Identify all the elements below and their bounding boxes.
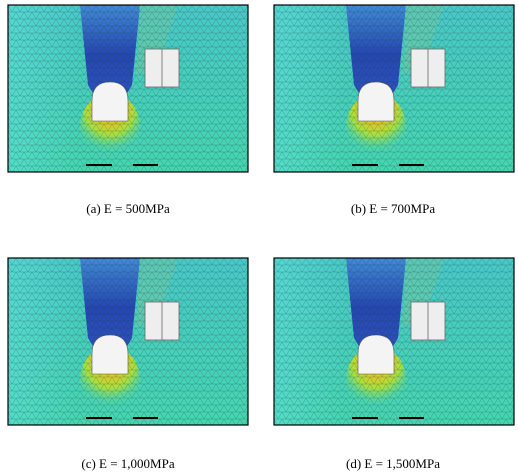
caption: (a) E = 500MPa [86, 201, 170, 216]
mesh [274, 5, 514, 172]
mesh [8, 5, 248, 172]
tunnel [92, 335, 128, 374]
tunnel [358, 335, 394, 374]
fem-panel [274, 5, 514, 172]
fem-panel [8, 5, 248, 172]
caption: (c) E = 1,000MPa [81, 456, 174, 471]
fem-panel [8, 258, 248, 425]
caption: (b) E = 700MPa [351, 201, 435, 216]
mesh [8, 258, 248, 425]
tunnel [92, 82, 128, 121]
caption: (d) E = 1,500MPa [346, 456, 440, 471]
fem-panel [274, 258, 514, 425]
tunnel [358, 82, 394, 121]
mesh [274, 258, 514, 425]
figure: (a) E = 500MPa (b) E = 700MPa (c) E = 1,00… [0, 0, 518, 475]
